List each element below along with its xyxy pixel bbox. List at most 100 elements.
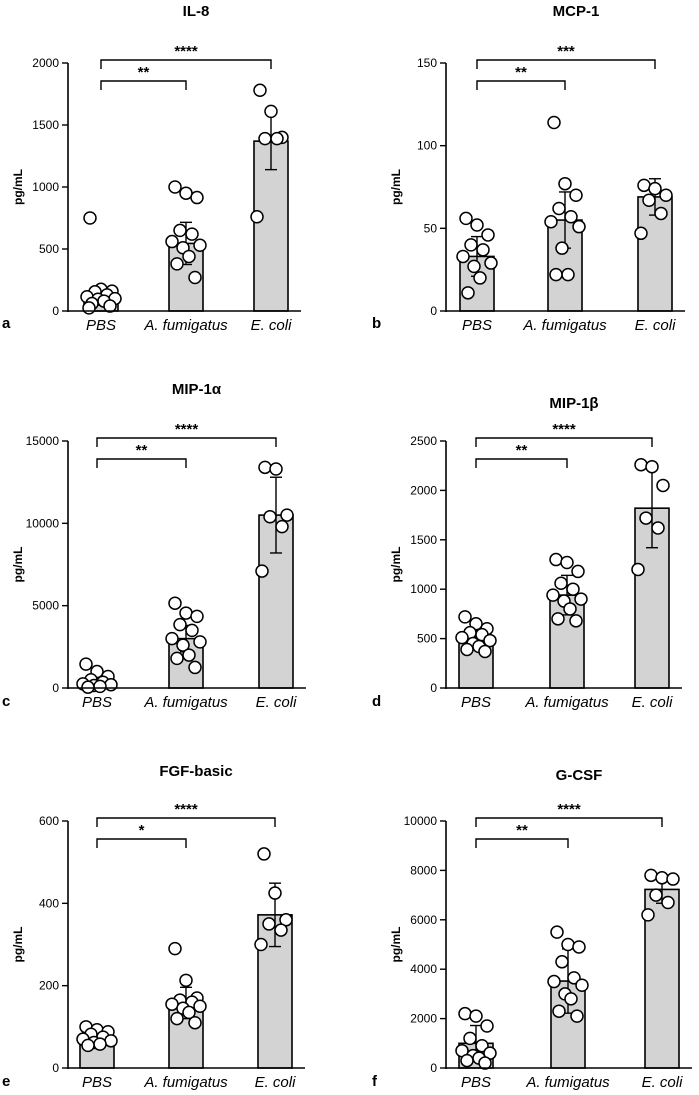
- data-point: [560, 555, 574, 570]
- data-point: [459, 211, 473, 226]
- y-tick-label: 1000: [32, 180, 59, 194]
- y-tick-label: 400: [39, 896, 59, 910]
- y-tick-label: 600: [39, 814, 59, 828]
- y-axis-label: pg/mL: [11, 927, 25, 963]
- data-point: [483, 633, 497, 648]
- data-point: [168, 180, 182, 194]
- x-tick-label-1: PBS: [82, 694, 112, 711]
- chart-title: IL-8: [183, 3, 210, 20]
- significance-bracket-2: [100, 59, 272, 69]
- data-point: [478, 644, 492, 659]
- chart-title: MIP-1α: [172, 381, 222, 398]
- data-point: [182, 1005, 196, 1020]
- y-tick-label: 8000: [410, 863, 437, 877]
- data-point: [463, 1031, 477, 1046]
- data-point: [188, 660, 202, 675]
- x-tick-label-2: A. fumigatus: [143, 1074, 228, 1091]
- data-point: [654, 206, 668, 221]
- data-point: [473, 271, 487, 285]
- x-tick-label-2: A. fumigatus: [143, 317, 228, 334]
- significance-label-1: **: [516, 442, 528, 459]
- data-point: [558, 176, 572, 191]
- panel-e: FGF-basic pg/mL PBS A. fumigatus E. coli 0 200…: [2, 763, 305, 1091]
- data-point: [81, 680, 95, 694]
- y-tick-label: 10000: [26, 516, 60, 530]
- data-point: [552, 201, 566, 216]
- significance-label-1: **: [136, 442, 148, 459]
- data-point: [253, 83, 267, 98]
- y-axis-label: pg/mL: [389, 547, 403, 583]
- significance-label-2: ****: [175, 421, 199, 438]
- data-point: [176, 638, 190, 652]
- significance-bracket-1: [476, 80, 566, 90]
- data-point: [255, 564, 269, 578]
- x-tick-label-2: A. fumigatus: [143, 694, 228, 711]
- panel-label: d: [372, 693, 381, 710]
- data-point: [555, 241, 569, 255]
- data-point: [566, 582, 580, 596]
- data-point: [666, 872, 680, 886]
- x-tick-label-3: E. coli: [255, 1074, 297, 1091]
- data-point: [262, 917, 276, 931]
- data-point: [173, 223, 187, 238]
- y-tick-label: 50: [424, 221, 438, 235]
- data-point: [170, 257, 184, 271]
- significance-bracket-2: [96, 437, 277, 447]
- data-point: [188, 270, 202, 285]
- data-point: [104, 1034, 118, 1048]
- panel-b: MCP-1 pg/mL PBS A. fumigatus E. coli 0 50 100 15…: [372, 3, 685, 334]
- data-point: [182, 249, 196, 264]
- data-point: [280, 508, 294, 522]
- data-point: [257, 847, 271, 861]
- significance-label-1: **: [516, 822, 528, 839]
- panel-label: e: [2, 1073, 10, 1090]
- data-point: [79, 657, 93, 671]
- x-tick-label-2: A. fumigatus: [524, 694, 609, 711]
- y-axis-label: pg/mL: [11, 547, 25, 583]
- y-tick-label: 0: [52, 304, 59, 318]
- data-point: [269, 462, 283, 476]
- significance-label-1: **: [515, 64, 527, 81]
- data-point: [574, 592, 588, 606]
- significance-label-2: ****: [557, 801, 581, 818]
- data-point: [569, 188, 583, 203]
- y-axis-label: pg/mL: [389, 169, 403, 205]
- x-tick-label-3: E. coli: [251, 317, 293, 334]
- y-tick-label: 4000: [410, 962, 437, 976]
- data-point: [561, 267, 575, 282]
- panel-label: f: [372, 1073, 378, 1090]
- data-point: [481, 228, 495, 242]
- significance-label-2: ****: [552, 421, 576, 438]
- chart-title: FGF-basic: [159, 763, 232, 780]
- y-tick-label: 5000: [32, 599, 59, 613]
- y-tick-label: 15000: [26, 434, 60, 448]
- y-tick-label: 500: [417, 632, 437, 646]
- data-point: [550, 925, 564, 939]
- data-point: [637, 178, 651, 193]
- data-point: [185, 623, 199, 638]
- bar-2: [550, 980, 586, 1069]
- data-point: [275, 519, 289, 534]
- data-point: [634, 226, 648, 241]
- y-tick-label: 0: [52, 681, 59, 695]
- significance-label-2: ***: [557, 43, 575, 60]
- data-point: [659, 188, 673, 203]
- data-point: [634, 457, 648, 472]
- x-tick-label-1: PBS: [461, 694, 491, 711]
- data-point: [464, 238, 478, 252]
- y-axis-label: pg/mL: [389, 927, 403, 963]
- significance-bracket-2: [475, 817, 663, 827]
- data-point: [188, 1015, 202, 1030]
- data-point: [263, 509, 277, 524]
- data-point: [193, 999, 207, 1013]
- chart-title: MCP-1: [553, 3, 600, 20]
- y-tick-label: 100: [417, 139, 437, 153]
- data-point: [258, 460, 272, 475]
- data-point: [179, 186, 193, 200]
- panel-a: IL-8 pg/mL PBS A. fumigatus E. coli 0 500 1000 1…: [2, 3, 301, 334]
- data-point: [81, 1038, 95, 1053]
- data-point: [470, 218, 484, 232]
- x-tick-label-3: E. coli: [632, 694, 674, 711]
- data-point: [170, 1011, 184, 1026]
- data-point: [631, 562, 645, 577]
